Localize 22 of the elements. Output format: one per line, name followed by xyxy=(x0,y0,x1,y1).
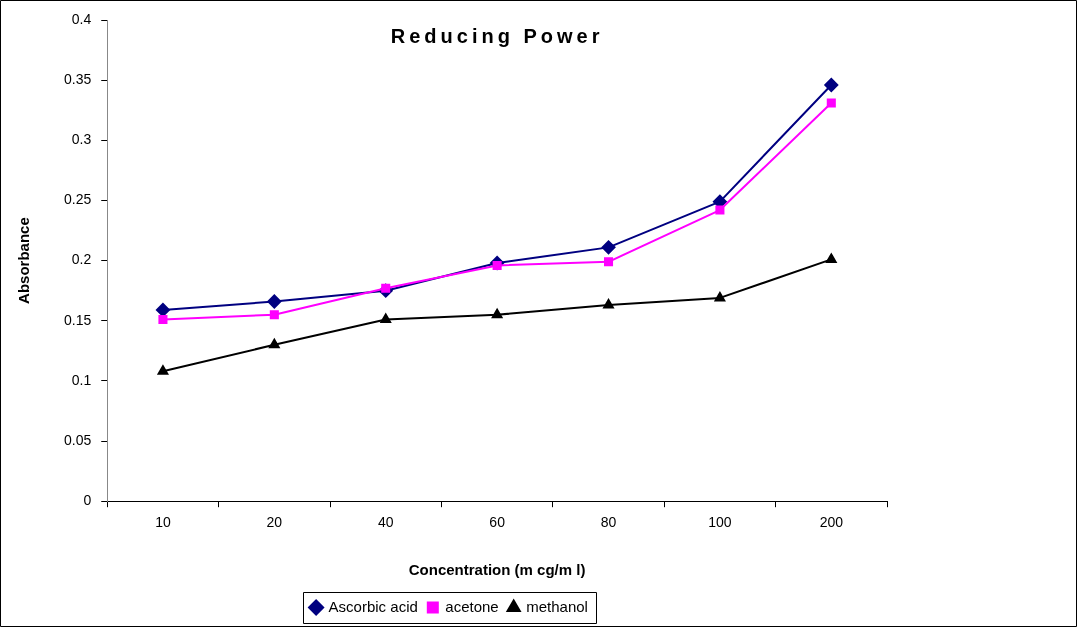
y-axis-title: Absorbance xyxy=(15,217,33,304)
chart-title: Reducing Power xyxy=(390,24,604,47)
y-tick-label: 0.25 xyxy=(64,191,92,208)
y-tick-label: 0.2 xyxy=(71,251,92,268)
y-tick-label: 0.4 xyxy=(71,10,92,27)
x-tick-label: 60 xyxy=(489,514,506,531)
x-tick-label: 80 xyxy=(600,514,617,531)
legend-label: methanol xyxy=(526,597,588,615)
y-tick-label: 0.1 xyxy=(71,371,92,388)
x-tick-label: 10 xyxy=(155,514,171,531)
x-tick-label: 100 xyxy=(708,514,732,531)
legend-label: acetone xyxy=(445,597,499,615)
y-tick-label: 0.3 xyxy=(71,131,92,148)
y-tick-label: 0.05 xyxy=(64,431,92,448)
x-tick-label: 40 xyxy=(377,514,394,531)
y-tick-label: 0 xyxy=(83,492,92,509)
x-tick-label: 200 xyxy=(819,514,844,531)
legend-label: Ascorbic acid xyxy=(328,597,418,615)
x-axis-title: Concentration (m cg/m l) xyxy=(408,561,586,579)
y-tick-label: 0.35 xyxy=(64,71,92,88)
x-tick-label: 20 xyxy=(266,514,283,531)
y-tick-label: 0.15 xyxy=(64,311,92,328)
